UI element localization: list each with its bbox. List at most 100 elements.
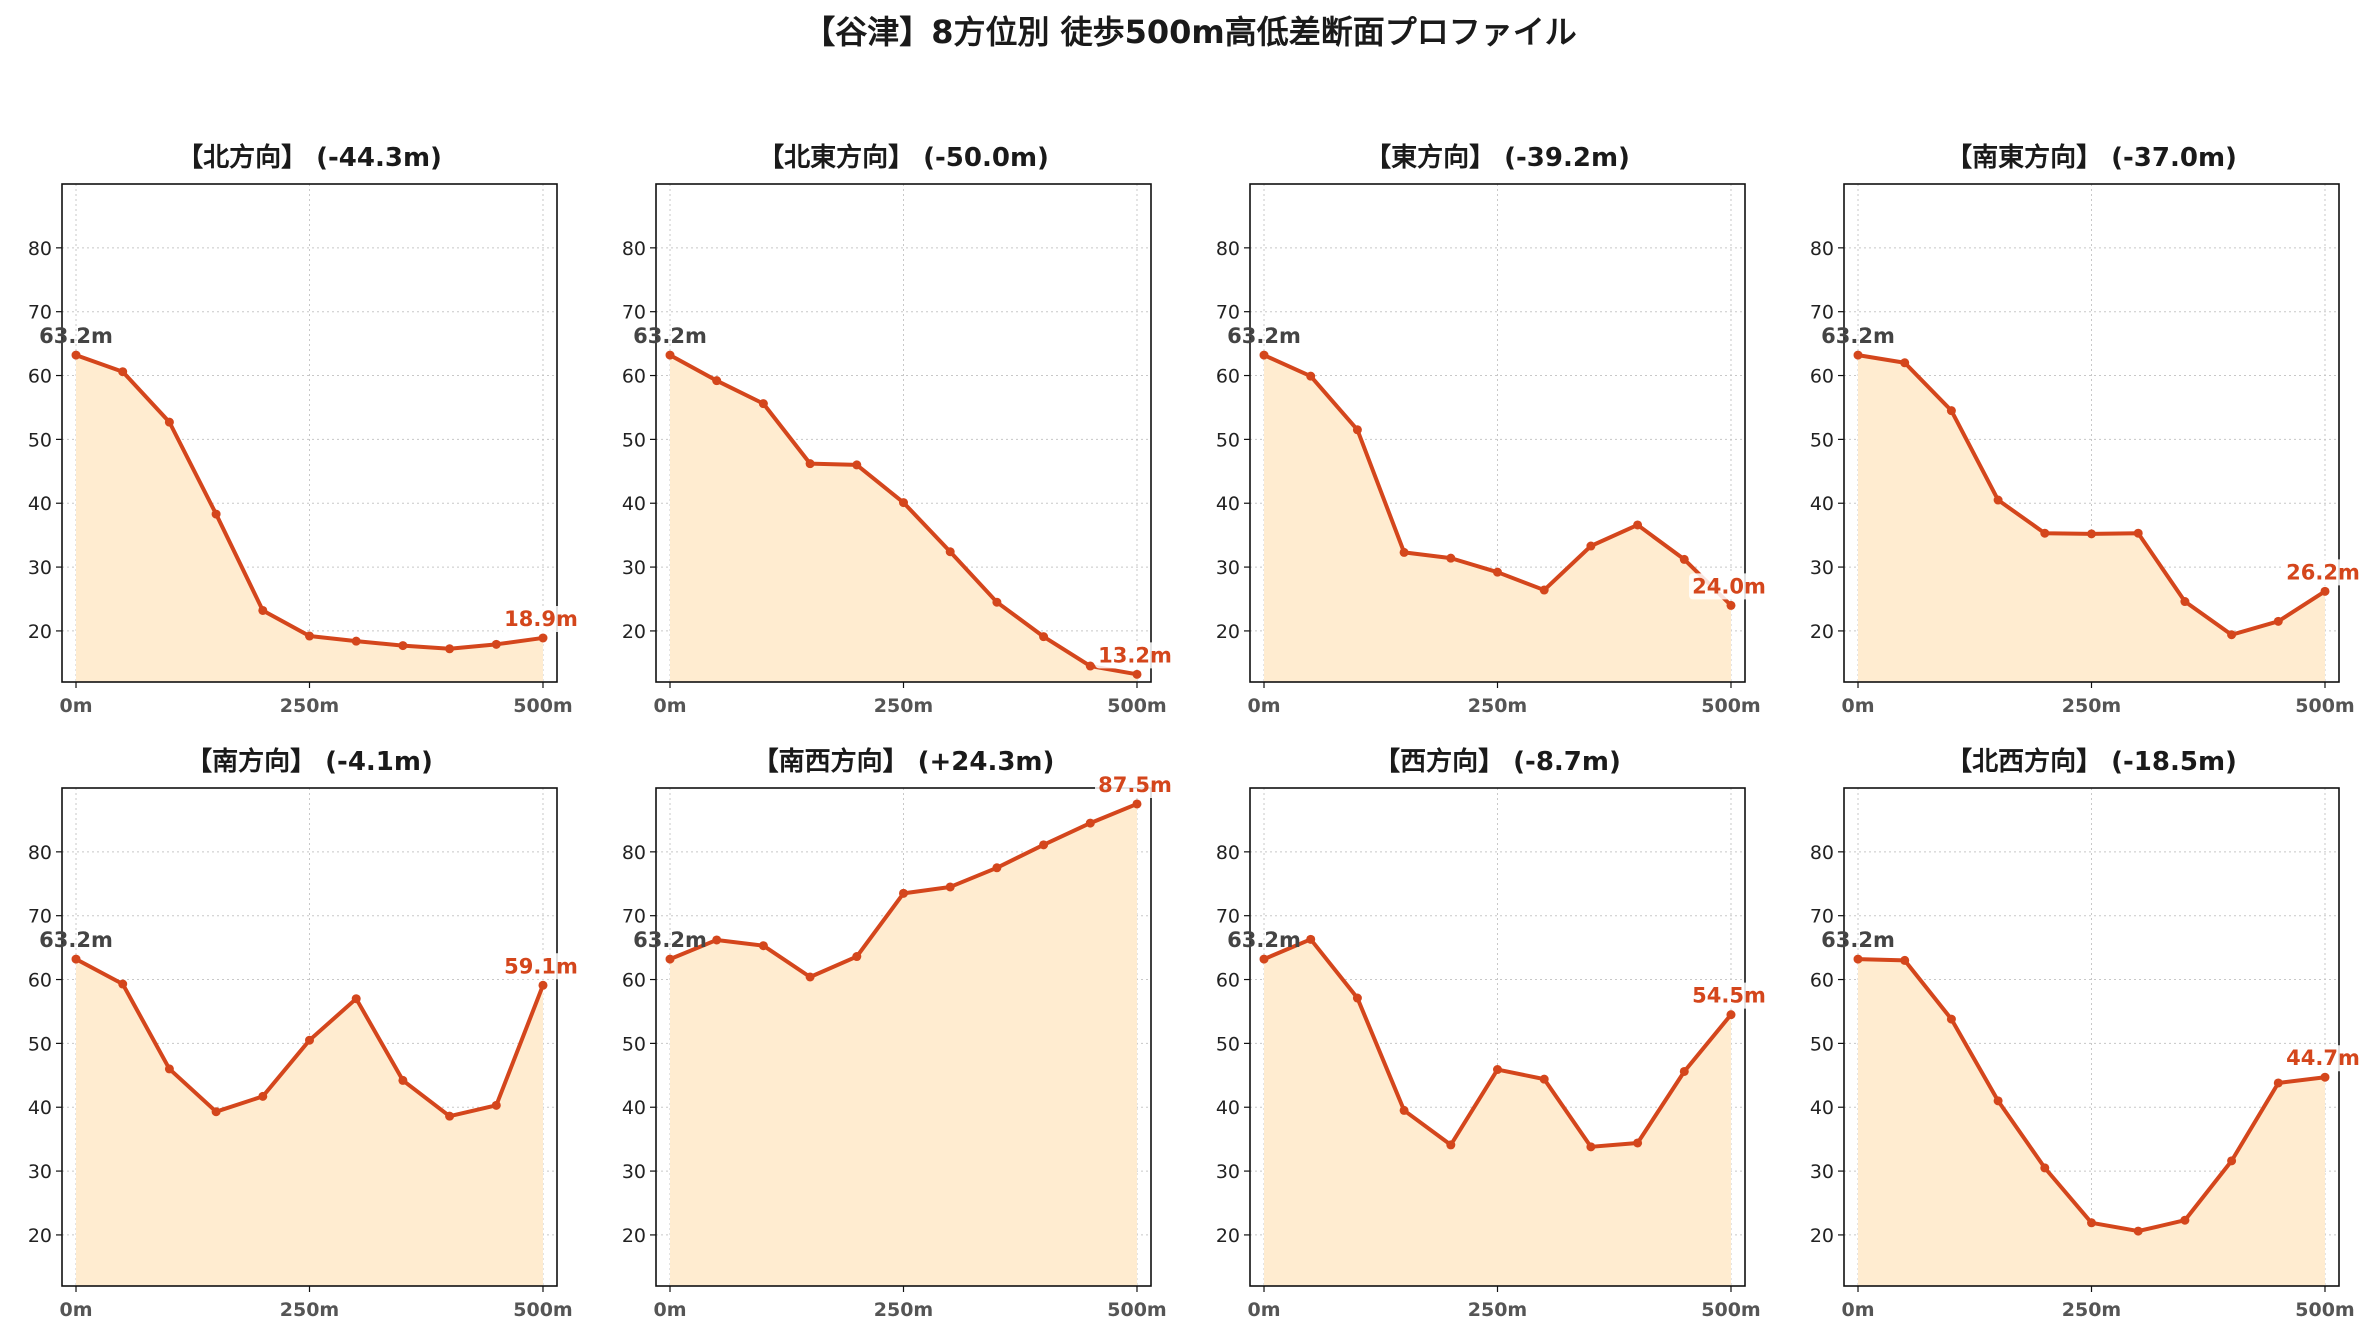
y-tick-label: 40 [622,1097,646,1119]
end-label-box [500,953,581,980]
start-elevation-label: 63.2m [633,928,707,952]
data-point [2040,528,2050,538]
data-point [351,636,361,646]
start-elevation-label: 63.2m [1821,928,1895,952]
end-elevation-label: 24.0m [1692,574,1766,598]
data-point [758,941,768,951]
data-point [1633,520,1643,530]
data-point [398,641,408,651]
y-tick-label: 40 [1810,493,1834,515]
data-point [1259,350,1269,360]
data-point [2087,1218,2096,1228]
data-point [164,417,174,427]
end-label-box [1688,982,1769,1009]
end-label-box [500,605,581,632]
y-tick-label: 70 [28,906,52,928]
data-point [1586,1142,1596,1152]
data-point [1039,840,1049,850]
x-tick-label: 500m [513,1299,572,1321]
start-elevation-label: 63.2m [1227,928,1301,952]
x-tick-label: 0m [653,1299,686,1321]
data-point [1132,669,1142,679]
panel-title: 【北方向】 (-44.3m) [177,142,442,173]
data-point [2040,1163,2050,1173]
y-tick-label: 60 [1810,970,1834,992]
y-tick-label: 50 [28,1033,52,1055]
data-point [1853,350,1863,360]
end-elevation-label: 13.2m [1098,643,1172,667]
y-tick-label: 50 [1810,429,1834,451]
y-tick-label: 30 [622,557,646,579]
y-tick-label: 80 [1810,238,1834,260]
data-point [945,882,955,892]
data-point [665,350,675,360]
x-tick-label: 0m [1841,695,1874,717]
data-point [2133,528,2143,538]
data-point [491,639,501,649]
data-point [1132,799,1142,809]
y-tick-label: 60 [622,970,646,992]
data-point [1853,954,1863,964]
data-point [758,399,768,409]
y-tick-label: 40 [1810,1097,1834,1119]
data-point [852,952,862,962]
data-point [712,376,722,386]
x-tick-label: 250m [2062,695,2121,717]
y-tick-label: 20 [1216,1225,1240,1247]
x-tick-label: 250m [874,695,933,717]
end-elevation-label: 18.9m [504,607,578,631]
end-elevation-label: 44.7m [2286,1046,2360,1070]
y-tick-label: 40 [1216,493,1240,515]
data-point [1586,541,1596,551]
data-point [805,972,815,982]
data-point [538,633,548,643]
y-tick-label: 60 [28,970,52,992]
panel-0: 【北方向】 (-44.3m) 20 30 40 50 60 70 80 0m 250m 500m 63… [28,142,581,717]
data-point [1900,358,1910,368]
data-point [992,863,1002,873]
panel-title: 【西方向】 (-8.7m) [1374,746,1621,777]
end-elevation-label: 87.5m [1098,773,1172,797]
data-point [1993,495,2003,505]
profile-area [76,355,543,682]
y-tick-label: 40 [28,493,52,515]
data-point [1259,954,1269,964]
y-tick-label: 40 [1216,1097,1240,1119]
data-point [2133,1226,2143,1236]
y-tick-label: 20 [1216,621,1240,643]
profile-area [670,803,1137,1286]
profile-area [1858,959,2325,1286]
y-tick-label: 70 [1216,906,1240,928]
data-point [118,367,128,377]
y-tick-label: 80 [1810,842,1834,864]
panel-title: 【南方向】 (-4.1m) [186,746,433,777]
panel-title: 【南東方向】 (-37.0m) [1946,142,2237,173]
end-label-box [1688,573,1769,600]
data-point [2320,586,2330,596]
end-elevation-label: 59.1m [504,954,578,978]
x-tick-label: 500m [513,695,572,717]
data-point [1633,1138,1643,1148]
y-tick-label: 30 [28,557,52,579]
y-tick-label: 30 [1216,1161,1240,1183]
data-point [1993,1096,2003,1106]
y-tick-label: 60 [1810,366,1834,388]
x-tick-label: 500m [2295,1299,2354,1321]
y-tick-label: 30 [1810,1161,1834,1183]
panel-title: 【東方向】 (-39.2m) [1365,142,1630,173]
y-tick-label: 50 [1216,429,1240,451]
data-point [71,954,81,964]
x-tick-label: 250m [874,1299,933,1321]
data-point [445,1111,455,1121]
y-tick-label: 70 [1216,302,1240,324]
data-point [1946,1014,1956,1024]
data-point [805,459,815,469]
x-tick-label: 250m [2062,1299,2121,1321]
start-elevation-label: 63.2m [39,928,113,952]
panel-title: 【北西方向】 (-18.5m) [1946,746,2237,777]
y-tick-label: 30 [28,1161,52,1183]
end-label-box [1094,771,1175,798]
y-tick-label: 20 [622,621,646,643]
x-tick-label: 250m [280,1299,339,1321]
end-elevation-label: 54.5m [1692,984,1766,1008]
